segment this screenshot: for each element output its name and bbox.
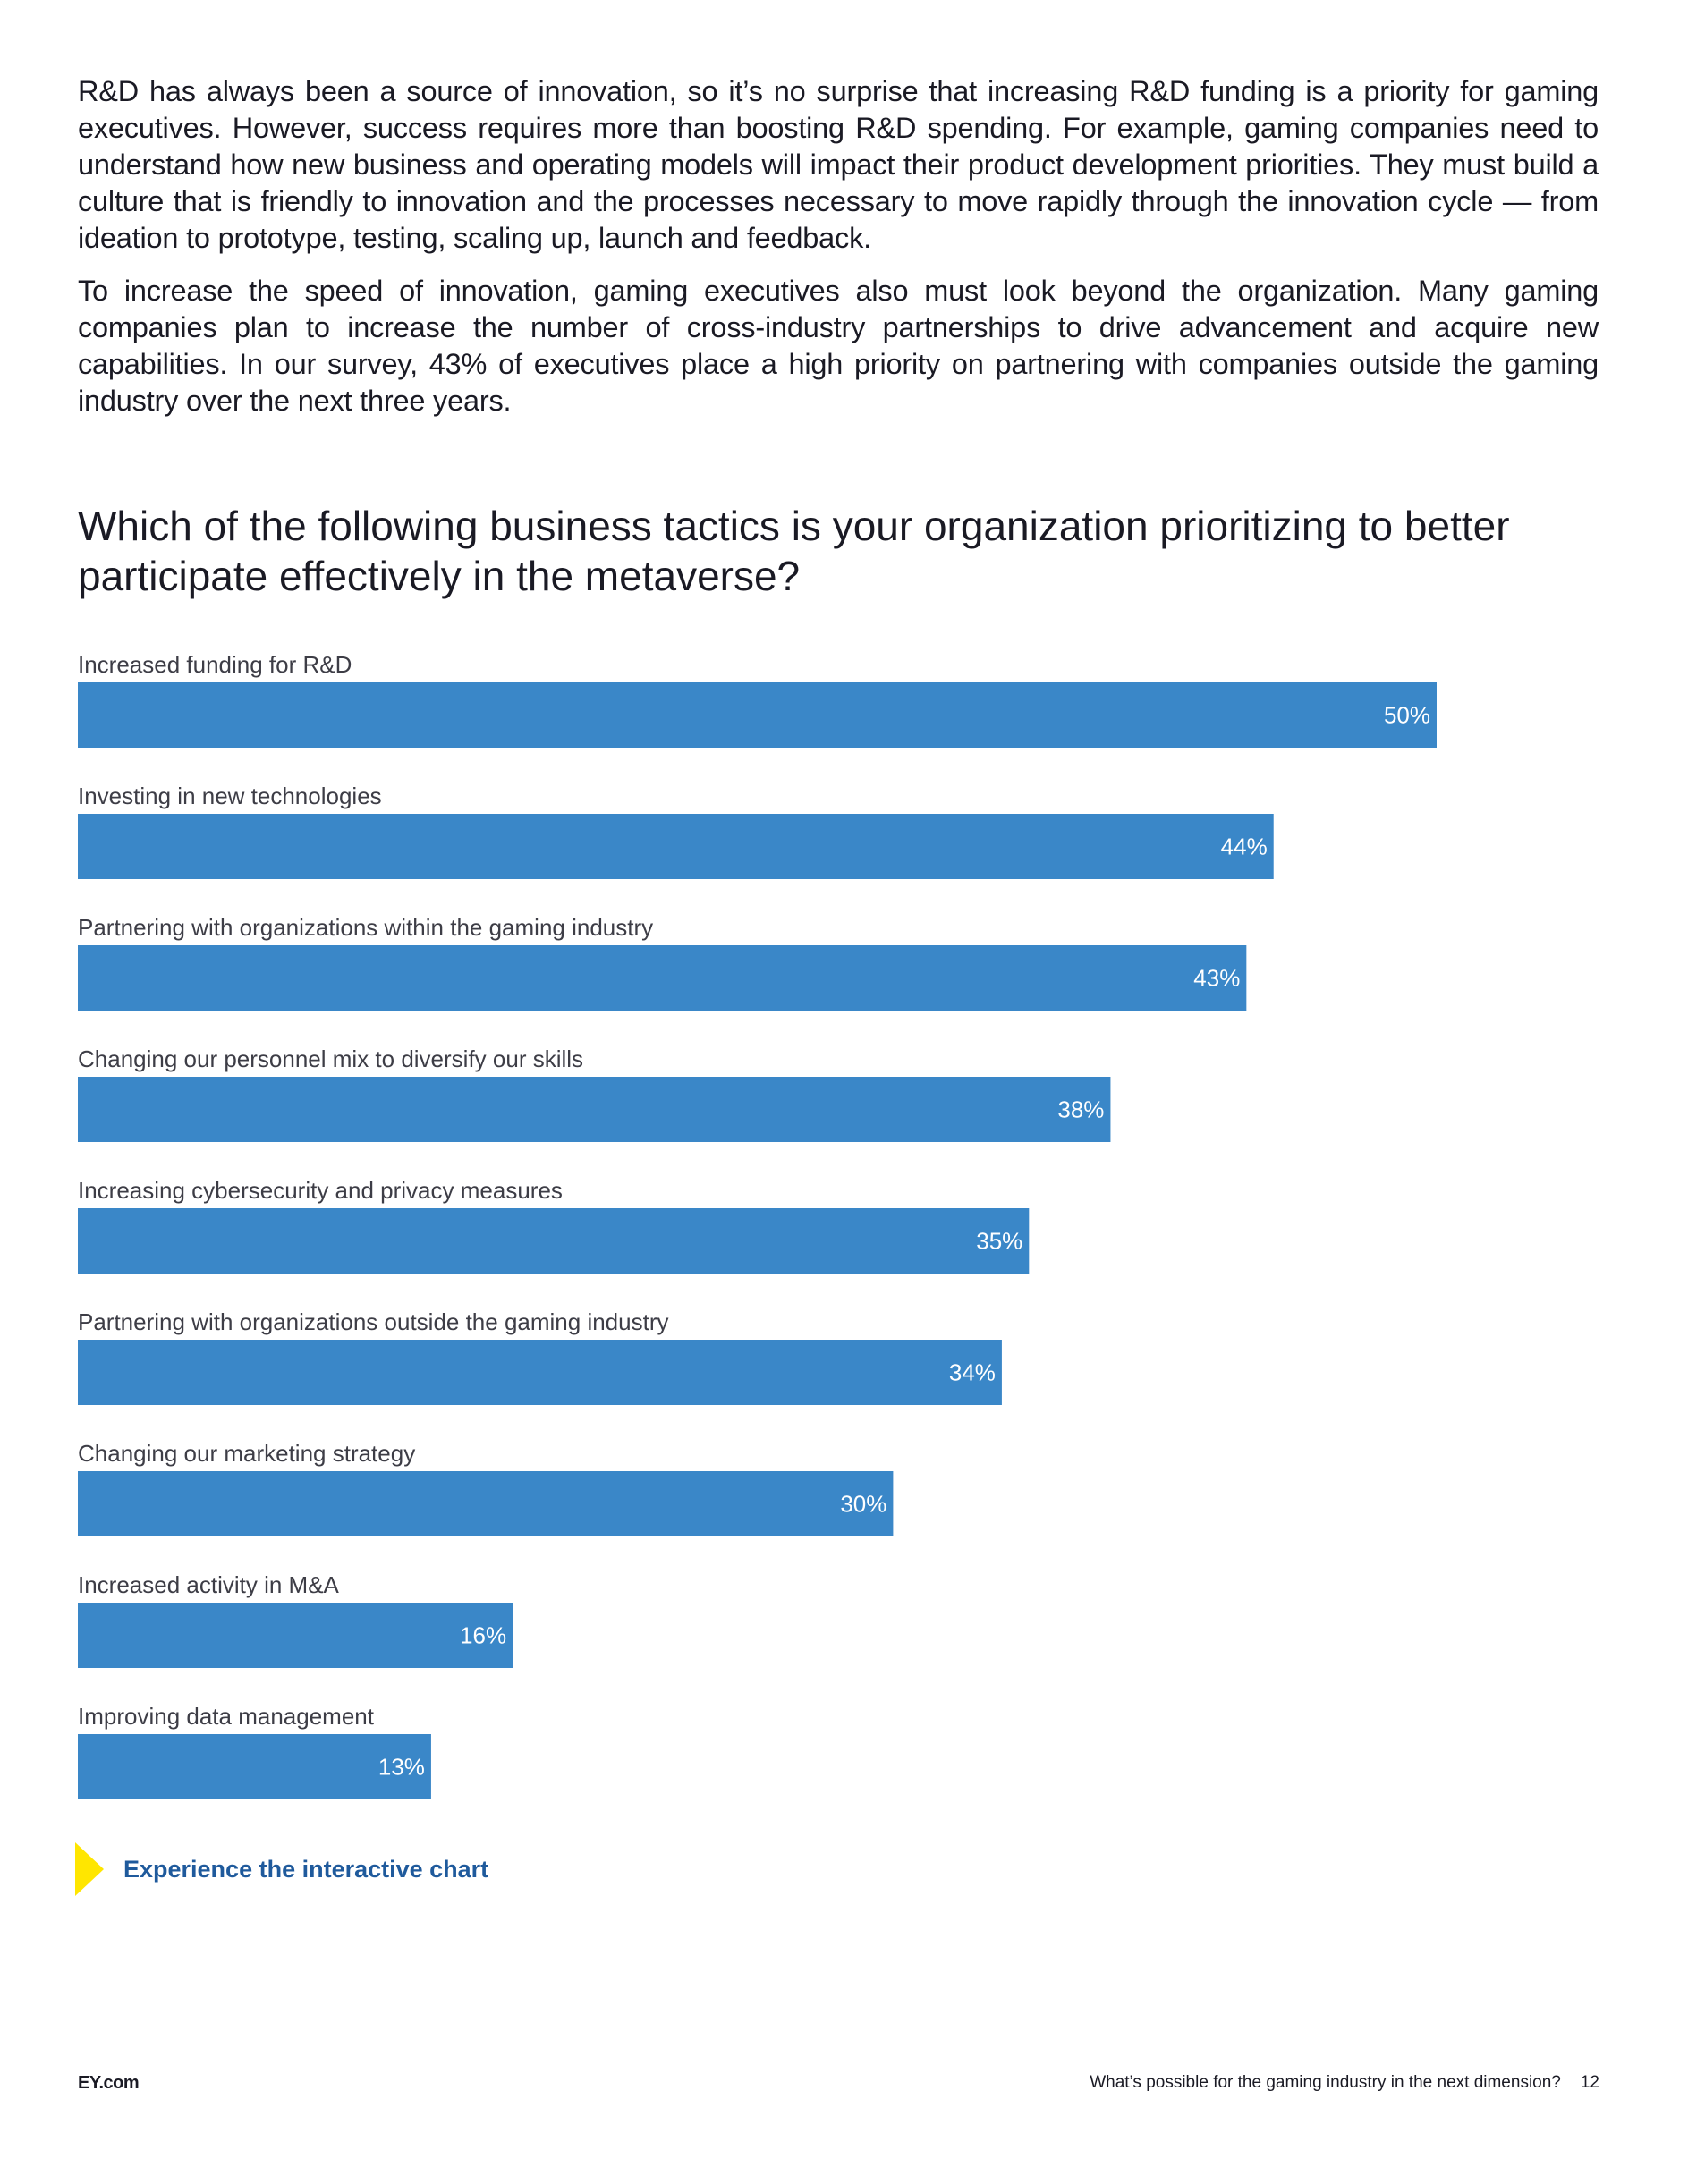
bar-category-label: Changing our personnel mix to diversify … [78,1045,583,1072]
bar-value-label: 16% [460,1622,506,1649]
intro-text: R&D has always been a source of innovati… [78,73,1599,436]
intro-paragraph-1: R&D has always been a source of innovati… [78,75,1599,254]
interactive-chart-label: Experience the interactive chart [123,1855,489,1883]
bar-category-label: Improving data management [78,1703,375,1730]
bar-chart: Increased funding for R&D 50% Investing in… [78,648,1599,1811]
bar-category-label: Increased activity in M&A [78,1571,340,1598]
bar [78,1471,894,1536]
bar-chart-svg: Increased funding for R&D 50% Investing in… [78,651,1437,1799]
bar-value-label: 35% [976,1228,1022,1255]
bar-value-label: 34% [949,1359,996,1386]
footer-info: What’s possible for the gaming industry … [1090,2073,1599,2093]
bar-category-label: Investing in new technologies [78,783,382,809]
chart-title: Which of the following business tactics … [78,503,1510,599]
footer-site: EY.com [78,2073,140,2093]
bar [78,1340,1002,1405]
bar-value-label: 30% [840,1491,886,1518]
bar-value-label: 44% [1221,834,1268,860]
bar [78,1077,1111,1142]
bar-category-label: Partnering with organizations within the… [78,914,653,941]
bar-value-label: 38% [1057,1096,1104,1123]
bar [78,814,1274,879]
bar-value-label: 43% [1193,965,1240,992]
bar-value-label: 13% [378,1754,425,1781]
interactive-chart-link[interactable]: Experience the interactive chart [75,1842,488,1896]
bar [78,682,1437,748]
footer-publication: What’s possible for the gaming industry … [1090,2073,1561,2092]
bar [78,1603,513,1668]
intro-paragraph-2: To increase the speed of innovation, gam… [78,275,1599,417]
bar [78,1734,431,1799]
bar-category-label: Changing our marketing strategy [78,1440,415,1467]
bar [78,1208,1030,1274]
bar-category-label: Partnering with organizations outside th… [78,1308,669,1335]
page-number: 12 [1580,2073,1599,2092]
bar-category-label: Increasing cybersecurity and privacy mea… [78,1177,563,1204]
bar [78,945,1247,1011]
bar-value-label: 50% [1384,702,1430,729]
play-arrow-icon [75,1842,104,1896]
bar-category-label: Increased funding for R&D [78,651,352,678]
